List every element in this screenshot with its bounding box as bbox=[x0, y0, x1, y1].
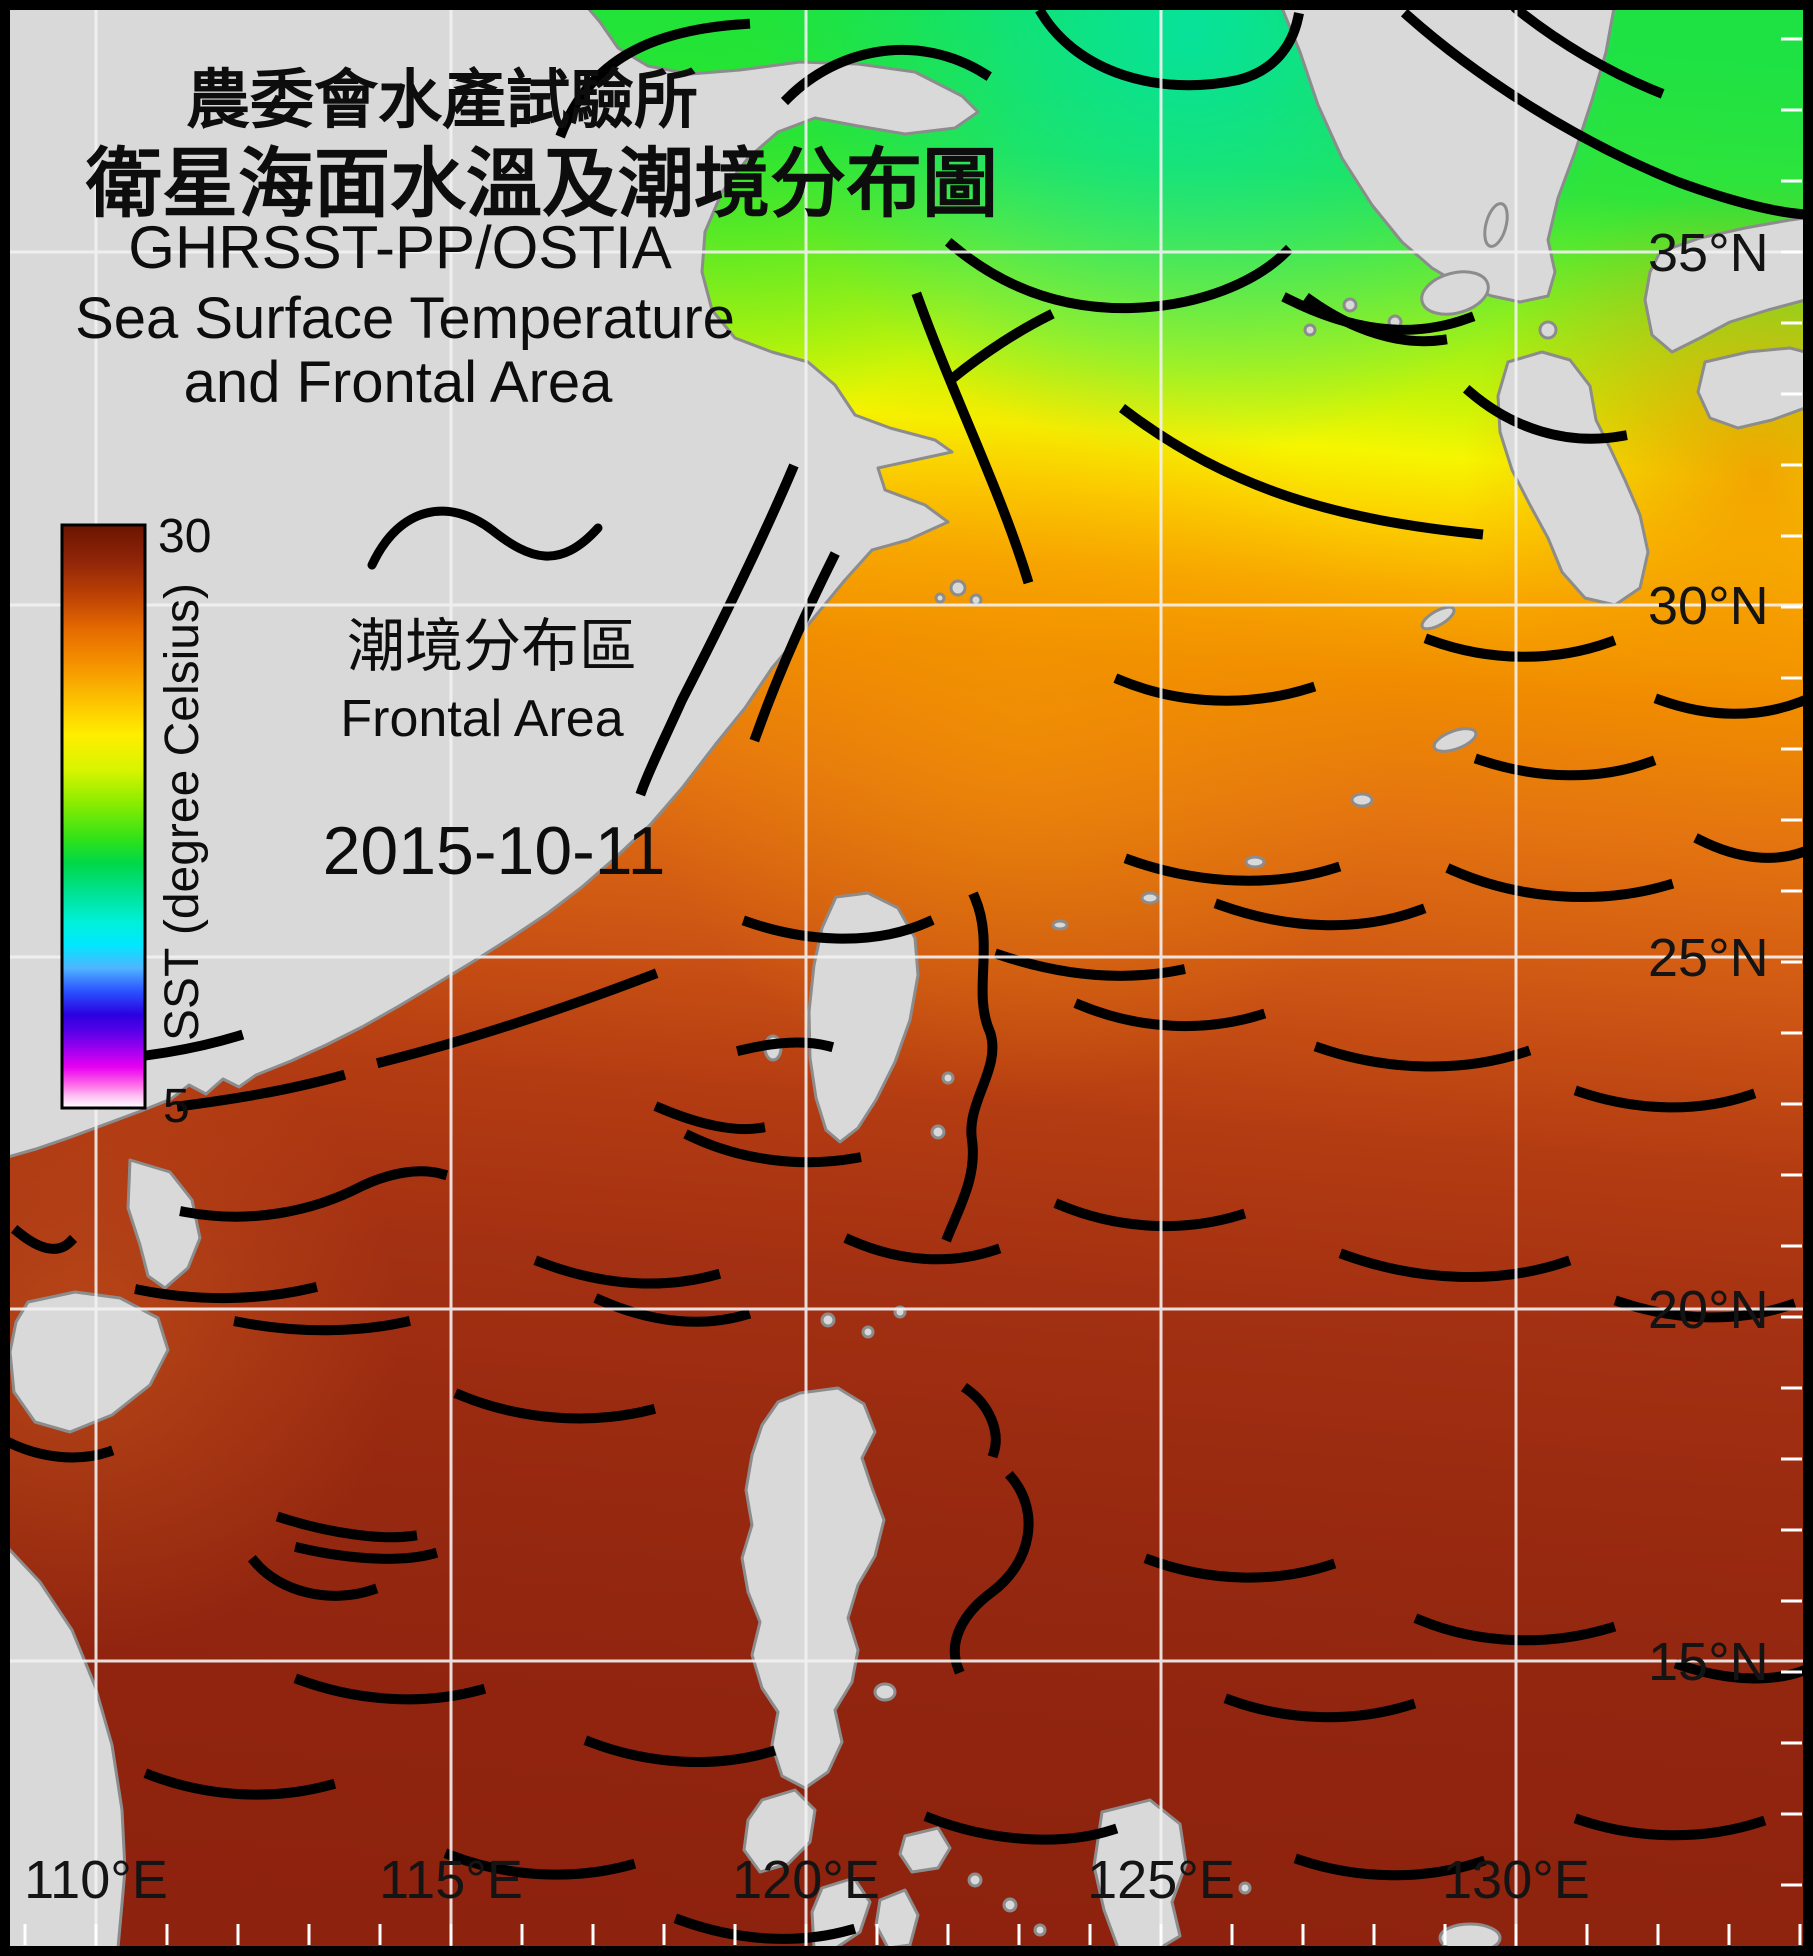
frontal-line-symbol bbox=[367, 506, 603, 570]
lat-label: 20°N bbox=[1648, 1280, 1769, 1340]
land-masbate bbox=[898, 1826, 952, 1874]
lat-label: 35°N bbox=[1648, 223, 1769, 283]
land-leizhou bbox=[126, 1158, 202, 1290]
lon-label: 130°E bbox=[1442, 1850, 1590, 1910]
lon-label: 120°E bbox=[732, 1850, 880, 1910]
land-panay bbox=[810, 1876, 872, 1947]
graticule-minor-ticks bbox=[23, 37, 1802, 1945]
map-title-en-line2: and Frontal Area bbox=[184, 350, 614, 415]
land-korea bbox=[1280, 9, 1616, 304]
lat-label: 15°N bbox=[1648, 1632, 1769, 1692]
frontal-legend: 潮境分布區 Frontal Area 2015-10-11 bbox=[323, 506, 666, 889]
lon-label: 115°E bbox=[379, 1850, 523, 1910]
land-mindoro bbox=[742, 1788, 817, 1874]
map-header: 農委會水產試驗所 衛星海面水溫及潮境分布圖 GHRSST-PP/OSTIA Se… bbox=[75, 64, 998, 415]
land-masses bbox=[9, 9, 1804, 1947]
colorbar-max-label: 30 bbox=[158, 510, 211, 563]
lat-label: 25°N bbox=[1648, 928, 1769, 988]
land-kyushu bbox=[1496, 350, 1650, 607]
colorbar-gradient bbox=[60, 523, 147, 1110]
graticule-labels: 110°E 115°E 120°E 125°E 130°E 35°N 30°N 25°N 20°… bbox=[24, 223, 1769, 1910]
lon-label: 125°E bbox=[1087, 1850, 1235, 1910]
small-islands bbox=[763, 202, 1558, 1947]
land-china bbox=[9, 9, 980, 1159]
land-samar bbox=[1092, 1798, 1188, 1947]
org-title-zh: 農委會水產試驗所 bbox=[186, 64, 698, 136]
colorbar-min-label: 5 bbox=[163, 1080, 190, 1133]
map-date: 2015-10-11 bbox=[323, 813, 666, 889]
map-title-en-line1: Sea Surface Temperature bbox=[75, 286, 735, 351]
lat-label: 30°N bbox=[1648, 576, 1769, 636]
product-name: GHRSST-PP/OSTIA bbox=[128, 214, 671, 281]
colorbar-axis-label: SST (degree Celsius) bbox=[156, 583, 209, 1041]
frontal-label-en: Frontal Area bbox=[340, 690, 623, 748]
map-title-zh: 衛星海面水溫及潮境分布圖 bbox=[85, 142, 998, 227]
land-shikoku bbox=[1696, 346, 1804, 430]
frontal-label-zh: 潮境分布區 bbox=[347, 614, 637, 679]
sst-colorbar: 30 5 SST (degree Celsius) bbox=[60, 510, 211, 1133]
land-luzon bbox=[740, 1386, 886, 1790]
lon-label: 110°E bbox=[24, 1850, 168, 1910]
